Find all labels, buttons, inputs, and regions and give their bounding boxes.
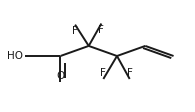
Text: F: F — [127, 68, 133, 78]
Text: O: O — [56, 71, 65, 81]
Text: F: F — [72, 26, 78, 36]
Text: HO: HO — [7, 51, 23, 61]
Text: F: F — [100, 68, 106, 78]
Text: F: F — [98, 25, 104, 35]
